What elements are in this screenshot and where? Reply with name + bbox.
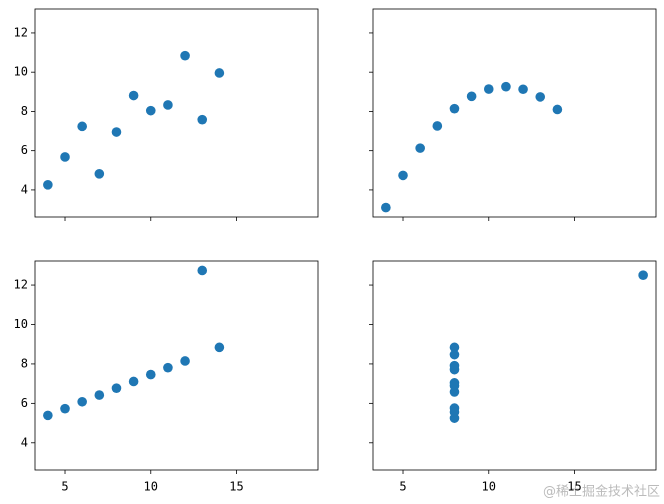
point xyxy=(43,180,53,190)
axes-frame xyxy=(372,8,657,218)
point xyxy=(94,390,105,400)
point xyxy=(43,410,53,421)
y-tick-label: 12 xyxy=(14,278,28,292)
axes-frame xyxy=(34,260,319,471)
point xyxy=(483,84,494,94)
point xyxy=(381,202,391,213)
point xyxy=(449,407,460,417)
point xyxy=(111,127,122,137)
x-tick-label: 15 xyxy=(567,480,581,494)
point xyxy=(466,91,477,102)
point xyxy=(535,92,546,102)
point xyxy=(60,152,70,162)
point xyxy=(449,103,460,114)
x-tick-label: 10 xyxy=(144,480,158,494)
y-tick-label: 8 xyxy=(21,356,28,370)
point xyxy=(128,90,139,101)
point xyxy=(145,369,156,380)
y-tick-label: 4 xyxy=(21,435,28,449)
point xyxy=(180,50,190,61)
axes-frame xyxy=(34,8,319,218)
point xyxy=(128,376,139,387)
point xyxy=(94,169,105,179)
point xyxy=(145,105,156,116)
x-tick-label: 5 xyxy=(399,480,406,494)
point xyxy=(214,342,225,353)
y-tick-label: 6 xyxy=(21,143,28,157)
point xyxy=(415,143,425,153)
point xyxy=(197,114,208,125)
x-tick-label: 5 xyxy=(61,480,68,494)
y-tick-label: 6 xyxy=(21,396,28,410)
point xyxy=(111,383,122,393)
y-tick-label: 12 xyxy=(14,25,28,39)
axes-frame xyxy=(372,260,657,471)
point xyxy=(77,121,87,132)
point xyxy=(449,349,460,360)
y-tick-label: 8 xyxy=(21,104,28,118)
point xyxy=(180,356,190,366)
point xyxy=(60,403,70,414)
y-tick-label: 4 xyxy=(21,182,28,196)
point xyxy=(449,360,460,371)
point xyxy=(398,170,408,181)
watermark: @稀土掘金技术社区 xyxy=(543,484,660,500)
point xyxy=(432,121,443,131)
y-tick-label: 10 xyxy=(14,65,28,79)
point xyxy=(449,342,460,353)
point xyxy=(638,270,648,280)
point xyxy=(163,362,173,373)
point xyxy=(449,381,460,391)
point xyxy=(552,104,563,115)
point xyxy=(163,100,173,110)
point xyxy=(214,68,225,78)
point xyxy=(518,84,528,95)
point xyxy=(197,265,208,276)
point xyxy=(501,81,511,92)
y-tick-label: 10 xyxy=(14,317,28,331)
point xyxy=(77,396,87,407)
x-tick-label: 15 xyxy=(229,480,243,494)
x-tick-label: 10 xyxy=(482,480,496,494)
